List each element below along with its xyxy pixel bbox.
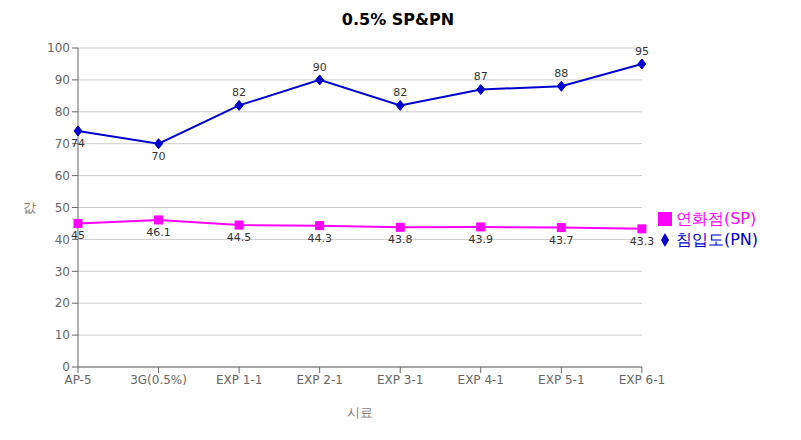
svg-text:EXP 6-1: EXP 6-1: [619, 373, 665, 387]
svg-text:44.5: 44.5: [227, 231, 252, 244]
svg-text:95: 95: [635, 45, 649, 58]
svg-text:43.3: 43.3: [630, 235, 655, 248]
svg-text:46.1: 46.1: [146, 226, 171, 239]
svg-text:0: 0: [62, 360, 70, 374]
svg-text:43.7: 43.7: [549, 234, 574, 247]
html-text:연화점(SP): 연화점(SP): [675, 208, 757, 228]
svg-text:60: 60: [55, 169, 70, 183]
svg-text:3G(0.5%): 3G(0.5%): [130, 373, 187, 387]
svg-text:EXP 2-1: EXP 2-1: [296, 373, 342, 387]
svg-text:43.8: 43.8: [388, 233, 413, 246]
svg-text:EXP 5-1: EXP 5-1: [538, 373, 584, 387]
svg-text:EXP 3-1: EXP 3-1: [377, 373, 423, 387]
svg-text:50: 50: [55, 201, 70, 215]
svg-text:100: 100: [47, 41, 70, 55]
svg-text:82: 82: [393, 86, 407, 99]
svg-text:82: 82: [232, 86, 246, 99]
svg-text:80: 80: [55, 105, 70, 119]
svg-text:70: 70: [55, 137, 70, 151]
svg-text:30: 30: [55, 265, 70, 279]
svg-text:44.3: 44.3: [307, 232, 332, 245]
svg-text:74: 74: [71, 137, 85, 150]
svg-text:EXP 4-1: EXP 4-1: [458, 373, 504, 387]
svg-text:90: 90: [55, 73, 70, 87]
svg-text:EXP 1-1: EXP 1-1: [216, 373, 262, 387]
svg-text:43.9: 43.9: [469, 233, 494, 246]
svg-text:시료: 시료: [347, 405, 373, 420]
svg-text:20: 20: [55, 296, 70, 310]
svg-text:40: 40: [55, 233, 70, 247]
svg-text:88: 88: [554, 67, 568, 80]
svg-text:10: 10: [55, 328, 70, 342]
svg-text:45: 45: [71, 229, 85, 242]
svg-text:값: 값: [23, 200, 36, 215]
svg-text:AP-5: AP-5: [64, 373, 91, 387]
svg-text:70: 70: [152, 150, 166, 163]
svg-text:87: 87: [474, 70, 488, 83]
html-text:0.5% SP&PN: 0.5% SP&PN: [341, 10, 455, 29]
html-text:침입도(PN): 침입도(PN): [675, 229, 758, 249]
svg-text:90: 90: [313, 61, 327, 74]
